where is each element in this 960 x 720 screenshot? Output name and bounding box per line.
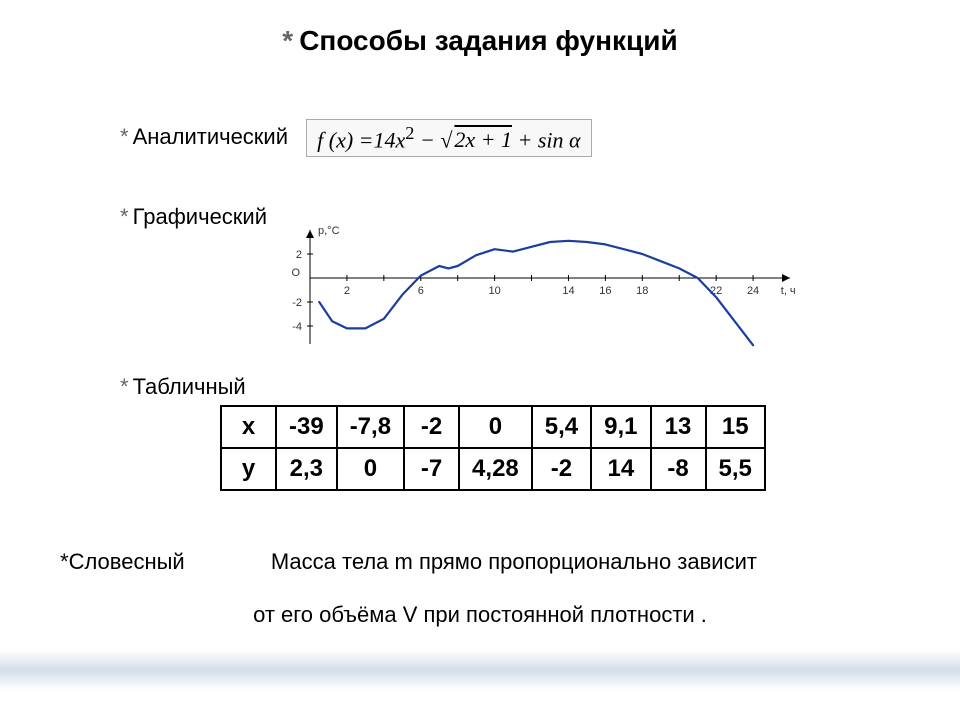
- table-header-y: y: [221, 448, 276, 490]
- verbal-label: Словесный: [69, 549, 185, 574]
- svg-text:14: 14: [562, 285, 574, 297]
- table-cell: -8: [651, 448, 706, 490]
- formula-minus: −: [414, 127, 440, 152]
- formula-box: f (x) =14x2 − √2x + 1 + sin α: [306, 119, 591, 157]
- section-analytic: *Аналитический f (x) =14x2 − √2x + 1 + s…: [60, 115, 652, 161]
- root-icon: √: [440, 127, 452, 152]
- svg-text:10: 10: [488, 285, 500, 297]
- graphic-label: Графический: [133, 204, 267, 229]
- table-cell: 5,4: [532, 406, 591, 448]
- table-cell: 2,3: [276, 448, 337, 490]
- table-cell: -7,8: [337, 406, 404, 448]
- table-cell: -39: [276, 406, 337, 448]
- title-text: Способы задания функций: [299, 25, 678, 56]
- formula-lhs: f (x) =: [317, 127, 373, 152]
- title-marker: *: [282, 25, 293, 56]
- svg-text:2: 2: [296, 249, 302, 261]
- formula-t1: 14x: [374, 127, 406, 152]
- table-label: Табличный: [133, 374, 246, 399]
- svg-text:p,°C: p,°C: [318, 225, 340, 237]
- footer-gradient: [0, 650, 960, 690]
- table-cell: 13: [651, 406, 706, 448]
- data-table: x-39-7,8-205,49,11315y2,30-74,28-214-85,…: [220, 405, 766, 491]
- analytic-label: Аналитический: [133, 124, 288, 149]
- svg-text:2: 2: [344, 285, 350, 297]
- page-title: *Способы задания функций: [0, 0, 960, 57]
- verbal-line2: от его объёма V при постоянной плотности…: [60, 598, 900, 631]
- table-header-x: x: [221, 406, 276, 448]
- table-cell: -7: [404, 448, 459, 490]
- chart-svg: 2 6 10 14 16 18 22 24 2 -2 -4 Оp,°C t, ч: [270, 198, 830, 358]
- table-cell: -2: [532, 448, 591, 490]
- table-cell: 4,28: [459, 448, 532, 490]
- marker-icon: *: [60, 549, 69, 574]
- svg-text:18: 18: [636, 285, 648, 297]
- table-cell: 0: [337, 448, 404, 490]
- section-verbal: *Словесный Масса тела m прямо пропорцион…: [60, 545, 900, 631]
- verbal-line1: Масса тела m прямо пропорционально завис…: [271, 549, 757, 574]
- svg-text:-4: -4: [292, 321, 302, 333]
- chart: 2 6 10 14 16 18 22 24 2 -2 -4 Оp,°C t, ч: [270, 198, 830, 358]
- table-cell: 0: [459, 406, 532, 448]
- table-cell: 5,5: [706, 448, 765, 490]
- svg-text:О: О: [291, 267, 300, 279]
- svg-text:24: 24: [747, 285, 759, 297]
- svg-text:16: 16: [599, 285, 611, 297]
- table-cell: 9,1: [591, 406, 650, 448]
- table-cell: 15: [706, 406, 765, 448]
- formula-root: 2x + 1: [452, 127, 512, 152]
- section-table: *Табличный: [60, 370, 306, 404]
- table-cell: -2: [404, 406, 459, 448]
- svg-text:t, ч: t, ч: [781, 285, 796, 297]
- marker-icon: *: [120, 374, 129, 399]
- svg-text:6: 6: [418, 285, 424, 297]
- formula-plus: + sin α: [512, 127, 581, 152]
- svg-text:22: 22: [710, 285, 722, 297]
- svg-text:-2: -2: [292, 297, 302, 309]
- marker-icon: *: [120, 124, 129, 149]
- table-cell: 14: [591, 448, 650, 490]
- marker-icon: *: [120, 204, 129, 229]
